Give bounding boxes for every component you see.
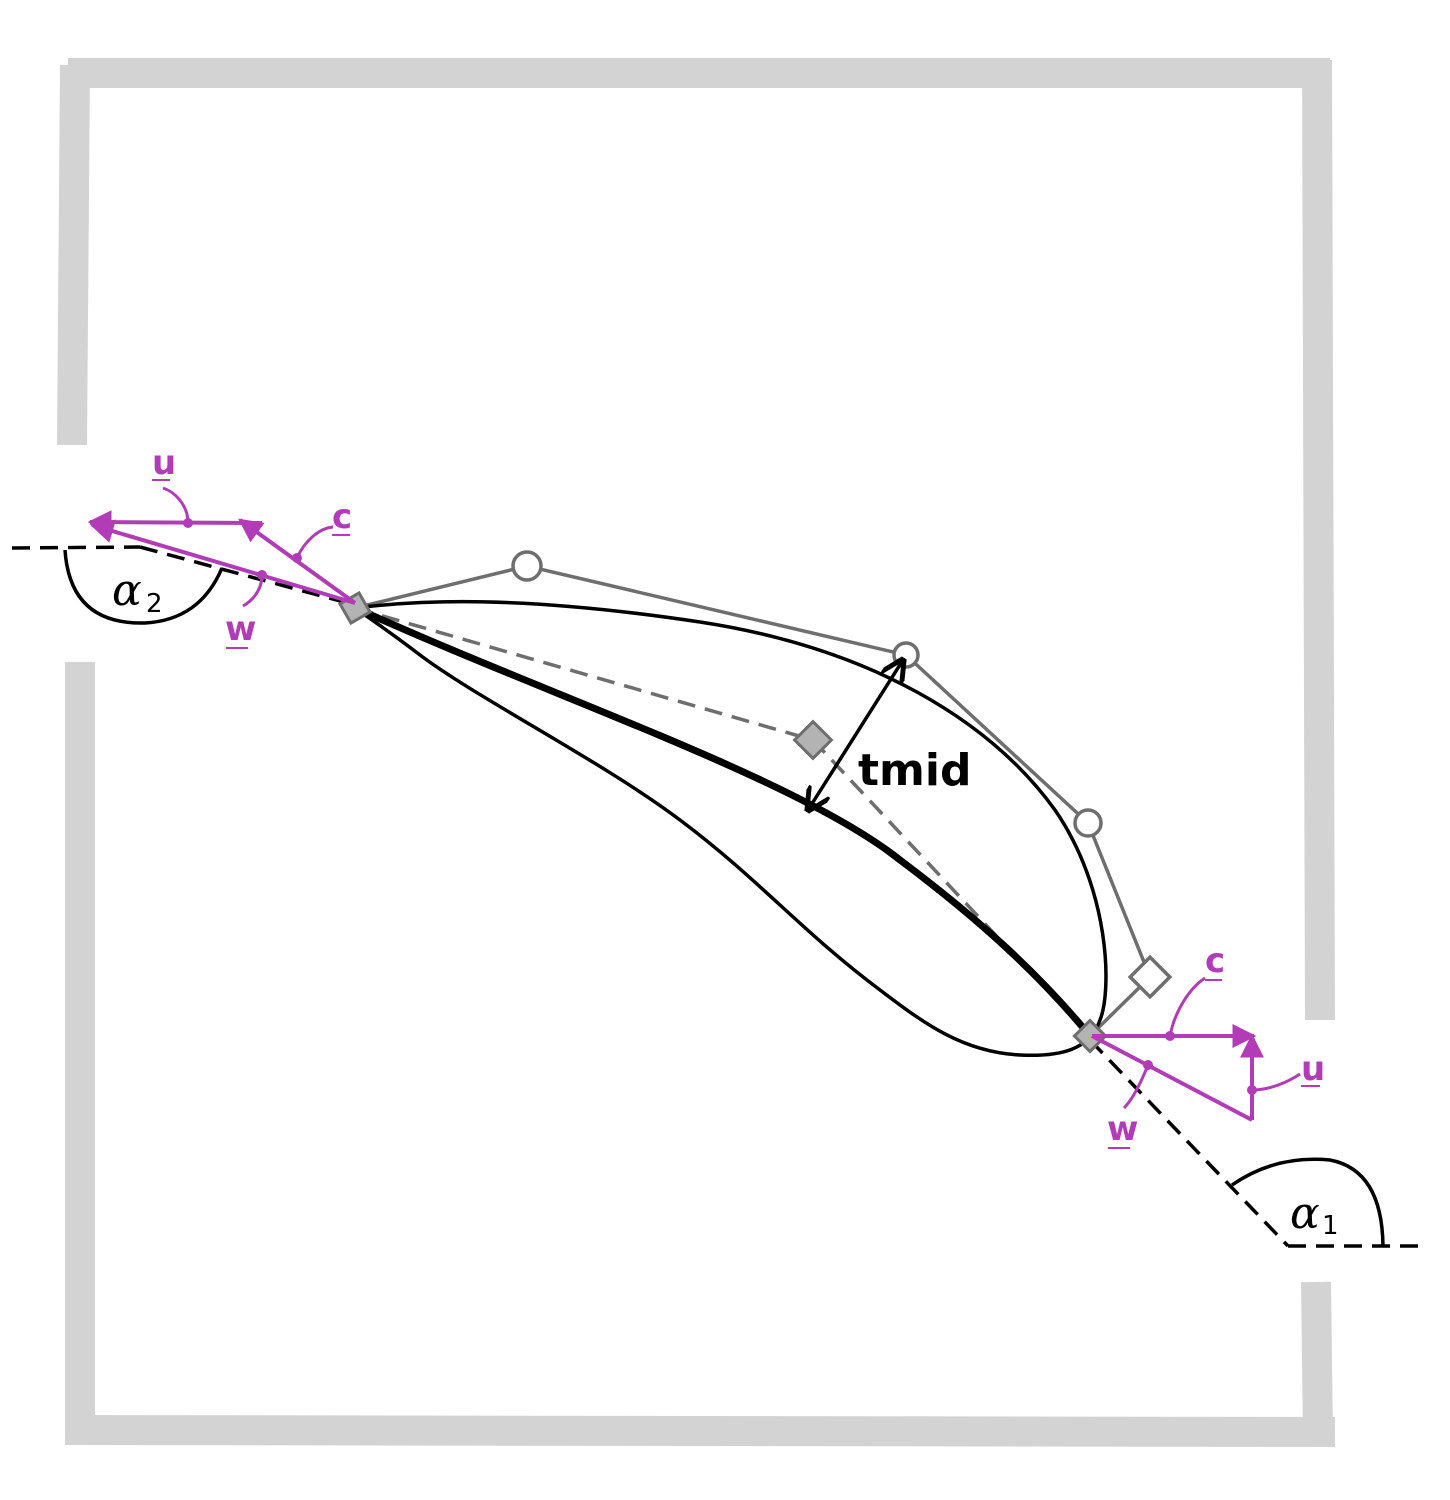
control-polygon — [354, 564, 1153, 1038]
inlet-angle-reference — [1088, 1038, 1418, 1248]
alpha-outlet-symbol: α — [112, 565, 142, 616]
alpha-inlet-symbol: α — [1290, 1188, 1320, 1239]
frame-left-upper — [57, 64, 90, 446]
inlet-w-leader — [1122, 1064, 1150, 1110]
blade-profile — [350, 599, 1108, 1058]
outlet-c-label: c — [332, 497, 352, 537]
inlet-u-label: u — [1301, 1049, 1325, 1089]
alpha-inlet-subscript: 1 — [1322, 1211, 1339, 1241]
outlet-velocity-triangle — [87, 479, 357, 649]
outlet-w-dot — [257, 570, 267, 580]
alpha-outlet-subscript: 2 — [146, 589, 163, 619]
control-point-1 — [511, 550, 543, 582]
outlet-horizontal-dashed — [11, 545, 141, 550]
outlet-c-leader — [295, 525, 334, 559]
control-point-3 — [1073, 808, 1103, 838]
outlet-c-dot — [292, 553, 302, 563]
frame-bottom — [64, 1415, 1336, 1447]
outlet-flow-direction-dashed — [139, 545, 356, 607]
thickness-label: tmid — [858, 745, 971, 796]
blade-camber-line — [358, 606, 1093, 1039]
inlet-w-vector — [1091, 1034, 1253, 1122]
leading-edge-control-square — [1072, 1018, 1108, 1054]
camber-control-polyline — [354, 606, 1092, 1038]
alpha-outlet-label: α 2 — [112, 565, 163, 619]
inlet-c-leader — [1168, 976, 1206, 1037]
inlet-u-dot — [1247, 1085, 1257, 1095]
inlet-c-dot — [1165, 1031, 1175, 1041]
control-points — [337, 550, 1173, 1054]
outlet-u-leader — [162, 486, 190, 524]
inlet-c-label: c — [1205, 941, 1225, 981]
suction-side-control-polyline — [354, 564, 1153, 1038]
alpha-inlet-label: α 1 — [1290, 1188, 1339, 1241]
outlet-velocity-labels: u c w — [152, 443, 352, 649]
thickness-indicator: tmid — [808, 660, 971, 810]
inlet-velocity-triangle — [1091, 976, 1320, 1149]
outlet-w-label: w — [225, 609, 256, 649]
outlet-u-dot — [183, 518, 193, 528]
camber-mid-control-square — [792, 719, 834, 761]
blade-suction-side — [350, 599, 1108, 1058]
leading-edge-tangent-square — [1127, 954, 1173, 1000]
inlet-w-dot — [1143, 1060, 1153, 1070]
outlet-u-vector — [87, 510, 263, 535]
outlet-angle-arc — [63, 549, 224, 625]
frame-right-lower — [1301, 1281, 1333, 1441]
domain-frame — [57, 58, 1336, 1447]
outlet-u-label: u — [152, 443, 176, 483]
inlet-angle-arc — [1230, 1157, 1385, 1247]
inlet-w-label: w — [1107, 1109, 1138, 1149]
inlet-flow-direction-dashed — [1088, 1038, 1290, 1248]
frame-right-upper — [1302, 59, 1335, 1021]
control-point-2 — [892, 641, 920, 669]
inlet-u-leader — [1251, 1072, 1301, 1092]
outlet-w-vector — [89, 519, 356, 605]
thickness-arrow — [808, 660, 903, 810]
inlet-velocity-labels: c w u — [1107, 941, 1325, 1149]
outlet-angle-reference — [11, 545, 356, 625]
